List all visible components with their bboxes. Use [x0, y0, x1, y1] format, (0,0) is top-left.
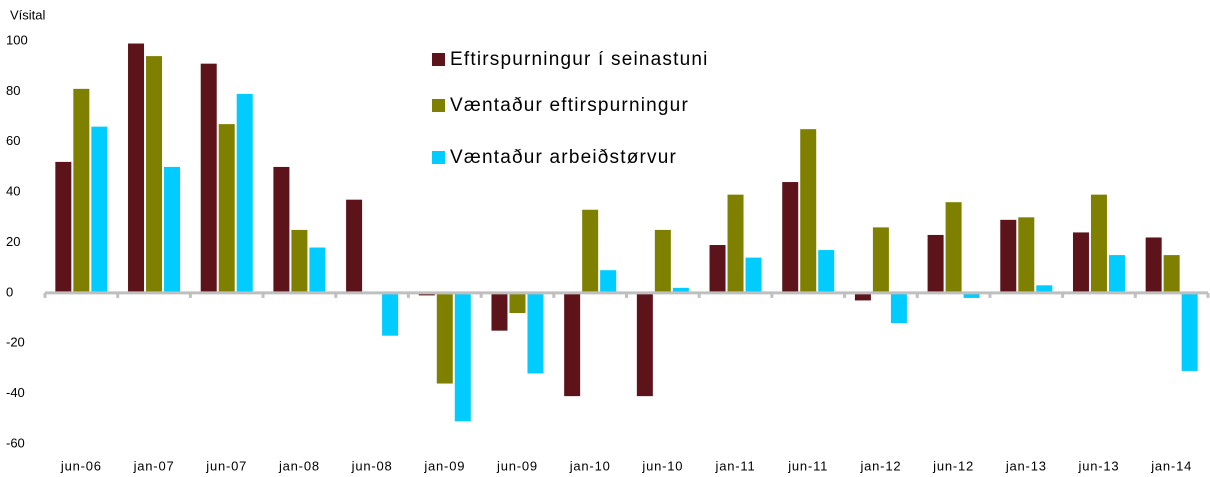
bar: [91, 126, 108, 293]
bar: [654, 229, 671, 293]
bar: [854, 292, 871, 301]
bar: [963, 292, 980, 298]
bar: [273, 166, 290, 293]
y-axis-label: Vísital: [10, 7, 46, 22]
bar: [782, 182, 799, 293]
legend-label: Eftirspurningur í seinastuni: [450, 49, 709, 70]
bar: [709, 245, 726, 293]
bar: [1072, 232, 1089, 293]
bar: [236, 93, 253, 293]
y-tick-label: 40: [6, 184, 20, 199]
x-tick-label: jan-10: [569, 458, 611, 473]
y-tick-label: 80: [6, 83, 20, 98]
x-tick-label: jan-07: [133, 458, 175, 473]
y-tick-label: -60: [6, 435, 25, 450]
bar: [1018, 217, 1035, 293]
bar: [128, 43, 145, 293]
x-tick-label: jan-08: [278, 458, 320, 473]
bar: [818, 250, 835, 293]
legend-swatch: [432, 151, 445, 164]
bar: [890, 292, 907, 324]
legend-label: Væntaður eftirspurningur: [450, 95, 689, 116]
bar: [218, 124, 235, 293]
bar: [346, 199, 363, 293]
bar: [1090, 194, 1107, 293]
bar: [600, 270, 617, 293]
bar: [872, 227, 889, 293]
bar: [582, 209, 599, 293]
bar: [1181, 292, 1198, 371]
x-tick-label: jun-12: [932, 458, 974, 473]
legend-swatch: [432, 53, 445, 66]
x-tick-label: jun-07: [205, 458, 247, 473]
bar: [1108, 255, 1125, 293]
x-tick-label: jun-13: [1078, 458, 1120, 473]
bar: [454, 292, 471, 422]
x-tick-label: jan-09: [423, 458, 465, 473]
bar: [55, 161, 72, 293]
y-tick-label: 0: [6, 284, 13, 299]
y-tick-label: -20: [6, 335, 25, 350]
x-tick-label: jan-13: [1005, 458, 1047, 473]
x-tick-label: jun-09: [496, 458, 538, 473]
bar: [509, 292, 526, 314]
bar: [382, 292, 399, 336]
bar: [1163, 255, 1180, 293]
y-tick-label: 20: [6, 234, 20, 249]
bar: [164, 166, 181, 293]
x-tick-label: jun-10: [641, 458, 683, 473]
bar: [73, 88, 90, 293]
bar: [745, 257, 762, 293]
bar: [927, 234, 944, 293]
bar: [564, 292, 581, 397]
bar: [527, 292, 544, 374]
legend-label: Væntaður arbeiðstørvur: [450, 147, 677, 168]
bar: [672, 287, 689, 293]
bar: [291, 229, 308, 293]
bar: [1145, 237, 1162, 293]
x-tick-label: jan-14: [1150, 458, 1192, 473]
bar: [491, 292, 508, 331]
x-tick-label: jun-06: [60, 458, 102, 473]
bar: [800, 129, 817, 293]
y-tick-label: 60: [6, 133, 20, 148]
y-tick-label: -40: [6, 385, 25, 400]
x-tick-label: jun-08: [351, 458, 393, 473]
x-tick-label: jun-11: [787, 458, 828, 473]
bar: [636, 292, 653, 397]
legend-swatch: [432, 99, 445, 112]
bar: [200, 63, 217, 293]
bar: [945, 202, 962, 293]
bar: [727, 194, 744, 293]
x-tick-label: jan-11: [715, 458, 756, 473]
bar: [436, 292, 453, 384]
y-tick-label: 100: [6, 32, 28, 47]
bar: [1036, 285, 1053, 293]
x-tick-label: jan-12: [859, 458, 901, 473]
bar: [309, 247, 326, 293]
bar: [1000, 219, 1017, 293]
bar: [146, 56, 163, 293]
